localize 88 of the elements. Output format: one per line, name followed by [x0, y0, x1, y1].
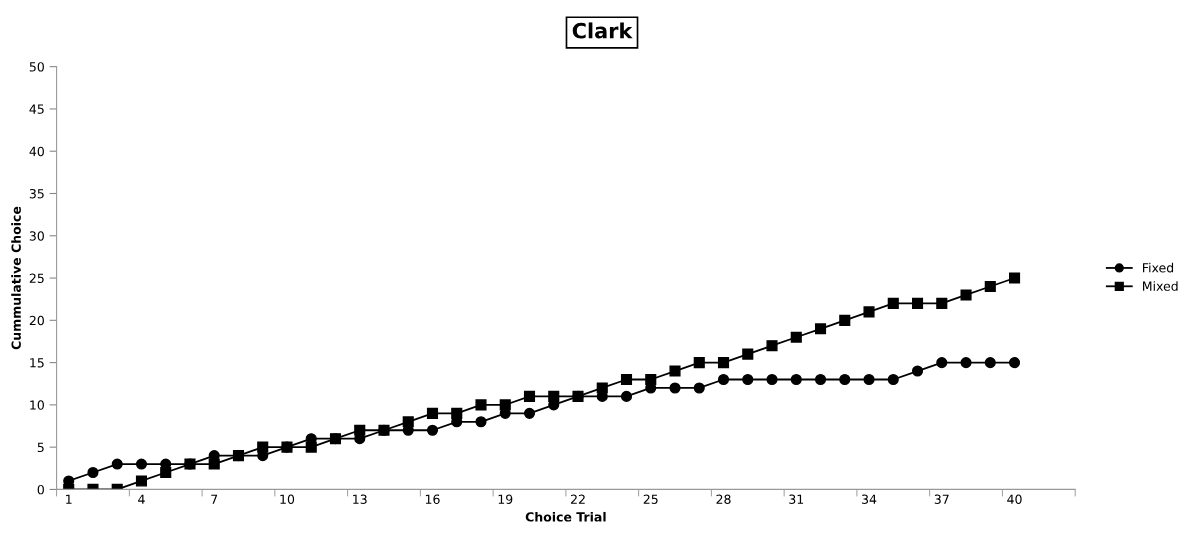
- x-tick-label: 40: [1007, 494, 1022, 504]
- point: [1008, 272, 1021, 284]
- point: [305, 441, 317, 453]
- x-tick-label: 34: [862, 494, 877, 504]
- point: [766, 373, 778, 386]
- point: [354, 424, 366, 436]
- point: [135, 458, 148, 470]
- chart-title: Clark: [572, 22, 633, 39]
- x-tick-label: 7: [211, 494, 218, 504]
- y-tick-label: 30: [29, 231, 44, 241]
- point: [111, 458, 123, 470]
- point: [523, 390, 536, 402]
- y-tick-label: 40: [29, 146, 44, 157]
- point: [281, 441, 293, 453]
- point: [620, 373, 633, 386]
- point: [960, 289, 972, 301]
- point: [208, 458, 220, 470]
- x-tick-label: 4: [138, 494, 145, 504]
- point: [984, 357, 996, 369]
- point: [596, 382, 608, 394]
- y-tick-label: 50: [29, 62, 44, 72]
- x-tick-label: 19: [498, 494, 513, 504]
- y-tick-label: 0: [37, 484, 44, 495]
- point: [669, 382, 681, 394]
- x-tick-label: 22: [570, 494, 585, 504]
- y-tick-label: 20: [29, 315, 44, 326]
- x-tick-label: 31: [789, 494, 804, 504]
- y-tick-label: 45: [29, 104, 44, 114]
- point: [669, 365, 681, 377]
- point: [87, 466, 99, 479]
- point: [717, 373, 730, 386]
- point: [790, 373, 802, 386]
- point: [232, 450, 245, 462]
- point: [936, 357, 948, 369]
- x-tick-label: 37: [934, 494, 949, 504]
- point: [257, 441, 269, 453]
- point: [426, 424, 439, 436]
- point: [839, 373, 851, 386]
- y-tick-label: 15: [30, 358, 44, 368]
- point: [645, 373, 657, 386]
- x-tick-label: 1: [66, 494, 72, 504]
- point: [548, 390, 560, 402]
- point: [717, 357, 730, 369]
- x-tick-label: 28: [716, 494, 731, 504]
- point: [911, 365, 924, 377]
- point: [523, 407, 536, 419]
- legend-label: Mixed: [1143, 281, 1178, 291]
- y-tick-label: 25: [29, 273, 44, 283]
- point: [426, 407, 439, 419]
- y-axis-title: Cummulative Choice: [11, 206, 21, 350]
- point: [475, 416, 487, 428]
- point: [160, 466, 172, 479]
- point: [960, 357, 972, 369]
- point: [1008, 357, 1021, 369]
- point: [839, 314, 851, 326]
- point: [402, 416, 414, 428]
- y-tick-label: 10: [30, 400, 44, 410]
- point: [742, 348, 754, 360]
- point: [693, 357, 705, 369]
- point: [378, 424, 390, 436]
- point: [475, 399, 487, 411]
- point: [135, 475, 148, 487]
- point: [790, 331, 802, 343]
- point: [620, 390, 633, 402]
- point: [863, 373, 875, 386]
- y-tick-label: 35: [29, 188, 44, 199]
- x-tick-label: 13: [353, 494, 367, 504]
- point: [451, 407, 463, 419]
- point: [693, 382, 705, 394]
- point: [499, 399, 511, 411]
- legend-label: Fixed: [1143, 262, 1174, 273]
- x-tick-label: 16: [425, 494, 440, 504]
- point: [814, 373, 827, 386]
- point: [911, 297, 924, 309]
- x-axis-title: Choice Trial: [525, 511, 606, 522]
- point: [887, 297, 899, 309]
- point: [814, 323, 827, 335]
- x-tick-label: 25: [643, 494, 658, 504]
- point: [766, 340, 778, 352]
- point: [887, 373, 899, 386]
- x-tick-label: 10: [280, 494, 295, 504]
- point: [184, 458, 196, 470]
- point: [329, 433, 342, 445]
- point: [863, 306, 875, 318]
- y-tick-label: 5: [37, 442, 44, 453]
- point: [984, 280, 996, 293]
- point: [742, 373, 754, 386]
- point: [936, 297, 948, 309]
